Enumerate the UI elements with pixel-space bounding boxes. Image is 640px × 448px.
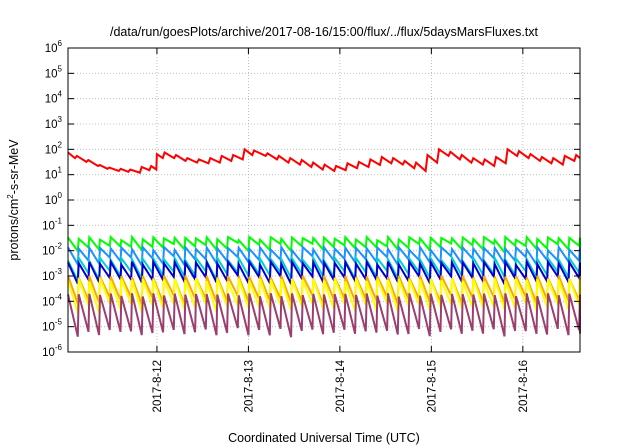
chart-title: /data/run/goesPlots/archive/2017-08-16/1… — [110, 25, 539, 39]
x-tick-label: 2017-8-15 — [426, 360, 438, 412]
x-tick-label: 2017-8-12 — [152, 360, 164, 412]
series-line-4 — [67, 257, 581, 288]
y-tick-label: 102 — [45, 140, 63, 156]
y-tick-label: 10-1 — [42, 216, 62, 232]
y-tick-label-base: 10 — [42, 246, 55, 258]
y-tick-label-exp: -2 — [55, 242, 63, 251]
y-tick-label-base: 10 — [45, 170, 58, 182]
y-axis-label-rest: -s-sr-MeV — [7, 139, 21, 195]
y-tick-label: 104 — [45, 90, 63, 106]
y-tick-label-exp: -3 — [55, 267, 63, 276]
y-tick-label: 100 — [45, 191, 63, 207]
series-line-6 — [67, 278, 581, 314]
y-tick-label-base: 10 — [42, 322, 55, 334]
y-tick-label-base: 10 — [45, 94, 58, 106]
series-line-2 — [67, 243, 581, 269]
y-tick-label: 101 — [45, 166, 63, 182]
y-tick-label-exp: 2 — [58, 140, 63, 149]
y-tick-label: 106 — [45, 39, 63, 55]
y-tick-label-exp: 0 — [58, 191, 63, 200]
y-tick-label: 10-6 — [42, 343, 62, 359]
y-tick-label-base: 10 — [42, 347, 55, 359]
y-tick-label-exp: -1 — [55, 216, 63, 225]
y-tick-label-base: 10 — [42, 220, 55, 232]
y-tick-label: 10-3 — [42, 267, 62, 283]
y-tick-label: 10-2 — [42, 242, 62, 258]
x-tick-label: 2017-8-13 — [243, 360, 255, 412]
y-tick-label-base: 10 — [45, 195, 58, 207]
y-tick-label-exp: 4 — [58, 90, 63, 99]
y-tick-label-base: 10 — [45, 144, 58, 156]
y-tick-label-base: 10 — [42, 271, 55, 283]
x-tick-label: 2017-8-14 — [335, 359, 347, 412]
y-tick-label-exp: 5 — [58, 64, 63, 73]
y-axis-label-base: protons/cm — [7, 199, 21, 261]
y-tick-label-exp: 3 — [58, 115, 63, 124]
axis-ticks: 10-610-510-410-310-210-11001011021031041… — [42, 39, 580, 412]
y-tick-label-exp: -4 — [55, 292, 63, 301]
series-line-1 — [67, 234, 581, 256]
y-tick-label-exp: -6 — [55, 343, 63, 352]
x-tick-label: 2017-8-16 — [518, 360, 530, 412]
y-tick-label-exp: 1 — [58, 166, 63, 175]
y-tick-label: 10-4 — [42, 292, 62, 308]
series-line-7 — [67, 293, 581, 338]
y-tick-label-exp: 6 — [58, 39, 63, 48]
y-tick-label-base: 10 — [42, 296, 55, 308]
y-tick-label: 103 — [45, 115, 63, 131]
y-axis-label-sup: 2 — [6, 194, 15, 199]
series-line-3 — [67, 254, 581, 284]
y-tick-label: 105 — [45, 64, 63, 80]
y-tick-label-base: 10 — [45, 43, 58, 55]
series-lines — [67, 147, 581, 338]
y-axis-label: protons/cm2-s-sr-MeV — [6, 139, 21, 261]
y-tick-label: 10-5 — [42, 318, 62, 334]
y-tick-label-base: 10 — [45, 119, 58, 131]
series-line-0 — [67, 147, 581, 174]
y-tick-label-exp: -5 — [55, 318, 63, 327]
y-tick-label-base: 10 — [45, 68, 58, 80]
x-axis-label: Coordinated Universal Time (UTC) — [228, 431, 420, 445]
